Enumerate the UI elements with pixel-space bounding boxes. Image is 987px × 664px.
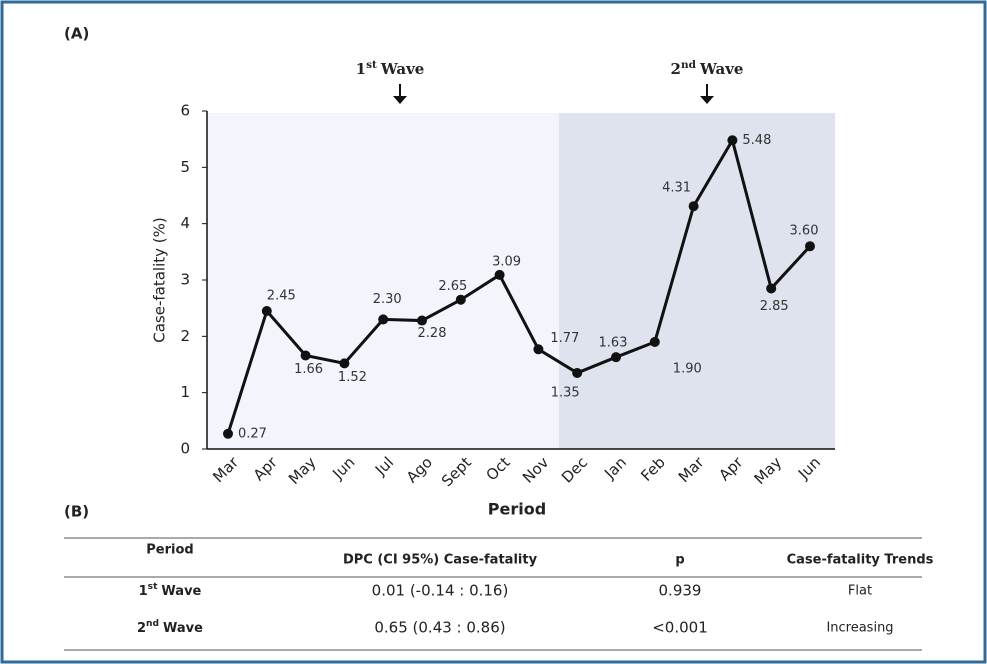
table-cell: Flat xyxy=(848,584,872,599)
value-label: 2.85 xyxy=(760,299,789,314)
table-header: Period xyxy=(146,543,193,558)
point xyxy=(339,358,350,369)
annotation: 1st Wave xyxy=(356,59,425,78)
y-tick-label: 2 xyxy=(180,327,190,345)
table-row-header: 1st Wave xyxy=(139,582,202,599)
annotation: 2nd Wave xyxy=(671,59,744,78)
table-header: Case-fatality Trends xyxy=(787,553,934,568)
value-label: 3.60 xyxy=(790,224,819,239)
ordinal-suffix: nd xyxy=(146,619,159,629)
ordinal-suffix: st xyxy=(366,59,377,71)
value-label: 3.09 xyxy=(492,254,521,269)
value-label: 2.65 xyxy=(438,279,467,294)
first-wave-region xyxy=(207,113,559,449)
x-axis-label: Period xyxy=(488,500,546,519)
point xyxy=(455,294,466,305)
point xyxy=(533,344,544,355)
point xyxy=(261,305,272,316)
panel-label: (B) xyxy=(64,503,89,521)
value-label: 1.77 xyxy=(550,331,579,346)
arrow xyxy=(393,84,407,104)
y-axis-label: Case-fatality (%) xyxy=(151,217,169,343)
y-tick-label: 4 xyxy=(180,214,190,232)
value-label: 2.28 xyxy=(418,326,447,341)
point xyxy=(378,314,389,325)
table-cell: 0.65 (0.43 : 0.86) xyxy=(374,619,505,637)
ordinal-label: Wave xyxy=(161,584,201,599)
table-row-header: 2nd Wave xyxy=(137,619,203,636)
y-tick-label: 3 xyxy=(180,271,190,289)
point xyxy=(223,428,233,439)
ordinal-suffix: st xyxy=(148,582,158,592)
y-tick-label: 5 xyxy=(180,158,190,176)
point xyxy=(766,283,777,294)
value-label: 2.45 xyxy=(267,288,296,303)
value-label: 1.90 xyxy=(673,361,702,376)
table-cell: 0.01 (-0.14 : 0.16) xyxy=(372,582,509,600)
table-cell: Increasing xyxy=(826,621,893,636)
table-cell: 0.939 xyxy=(659,582,702,600)
y-tick-label: 1 xyxy=(180,383,190,401)
ordinal-label: Wave xyxy=(380,60,425,78)
point xyxy=(300,350,311,361)
second-wave-region xyxy=(559,113,835,449)
value-label: 0.27 xyxy=(238,426,267,441)
table-header: p xyxy=(675,553,684,568)
ordinal-number: 1 xyxy=(356,60,366,78)
value-label: 1.52 xyxy=(338,370,367,385)
ordinal-suffix: nd xyxy=(681,59,697,71)
arrow xyxy=(700,84,714,104)
point xyxy=(649,336,660,347)
value-label: 5.48 xyxy=(742,133,771,148)
table-header: DPC (CI 95%) Case-fatality xyxy=(343,553,538,568)
point xyxy=(688,201,699,212)
table-cell: <0.001 xyxy=(652,619,708,637)
ordinal-number: 1 xyxy=(139,584,148,599)
value-label: 2.30 xyxy=(373,292,402,307)
y-tick-label: 6 xyxy=(180,102,190,120)
y-tick-label: 0 xyxy=(180,440,190,458)
point xyxy=(417,315,427,326)
point xyxy=(572,367,583,378)
ordinal-number: 2 xyxy=(671,60,681,78)
point xyxy=(727,135,738,146)
ordinal-number: 2 xyxy=(137,621,146,636)
value-label: 4.31 xyxy=(662,181,691,196)
point xyxy=(494,269,505,280)
ordinal-label: Wave xyxy=(699,60,744,78)
value-label: 1.66 xyxy=(294,362,323,377)
line xyxy=(226,136,812,435)
panel-label: (A) xyxy=(64,25,89,43)
value-label: 1.63 xyxy=(599,336,628,351)
point xyxy=(805,241,815,252)
value-label: 1.35 xyxy=(551,385,580,400)
ordinal-label: Wave xyxy=(163,621,203,636)
point xyxy=(611,352,621,363)
